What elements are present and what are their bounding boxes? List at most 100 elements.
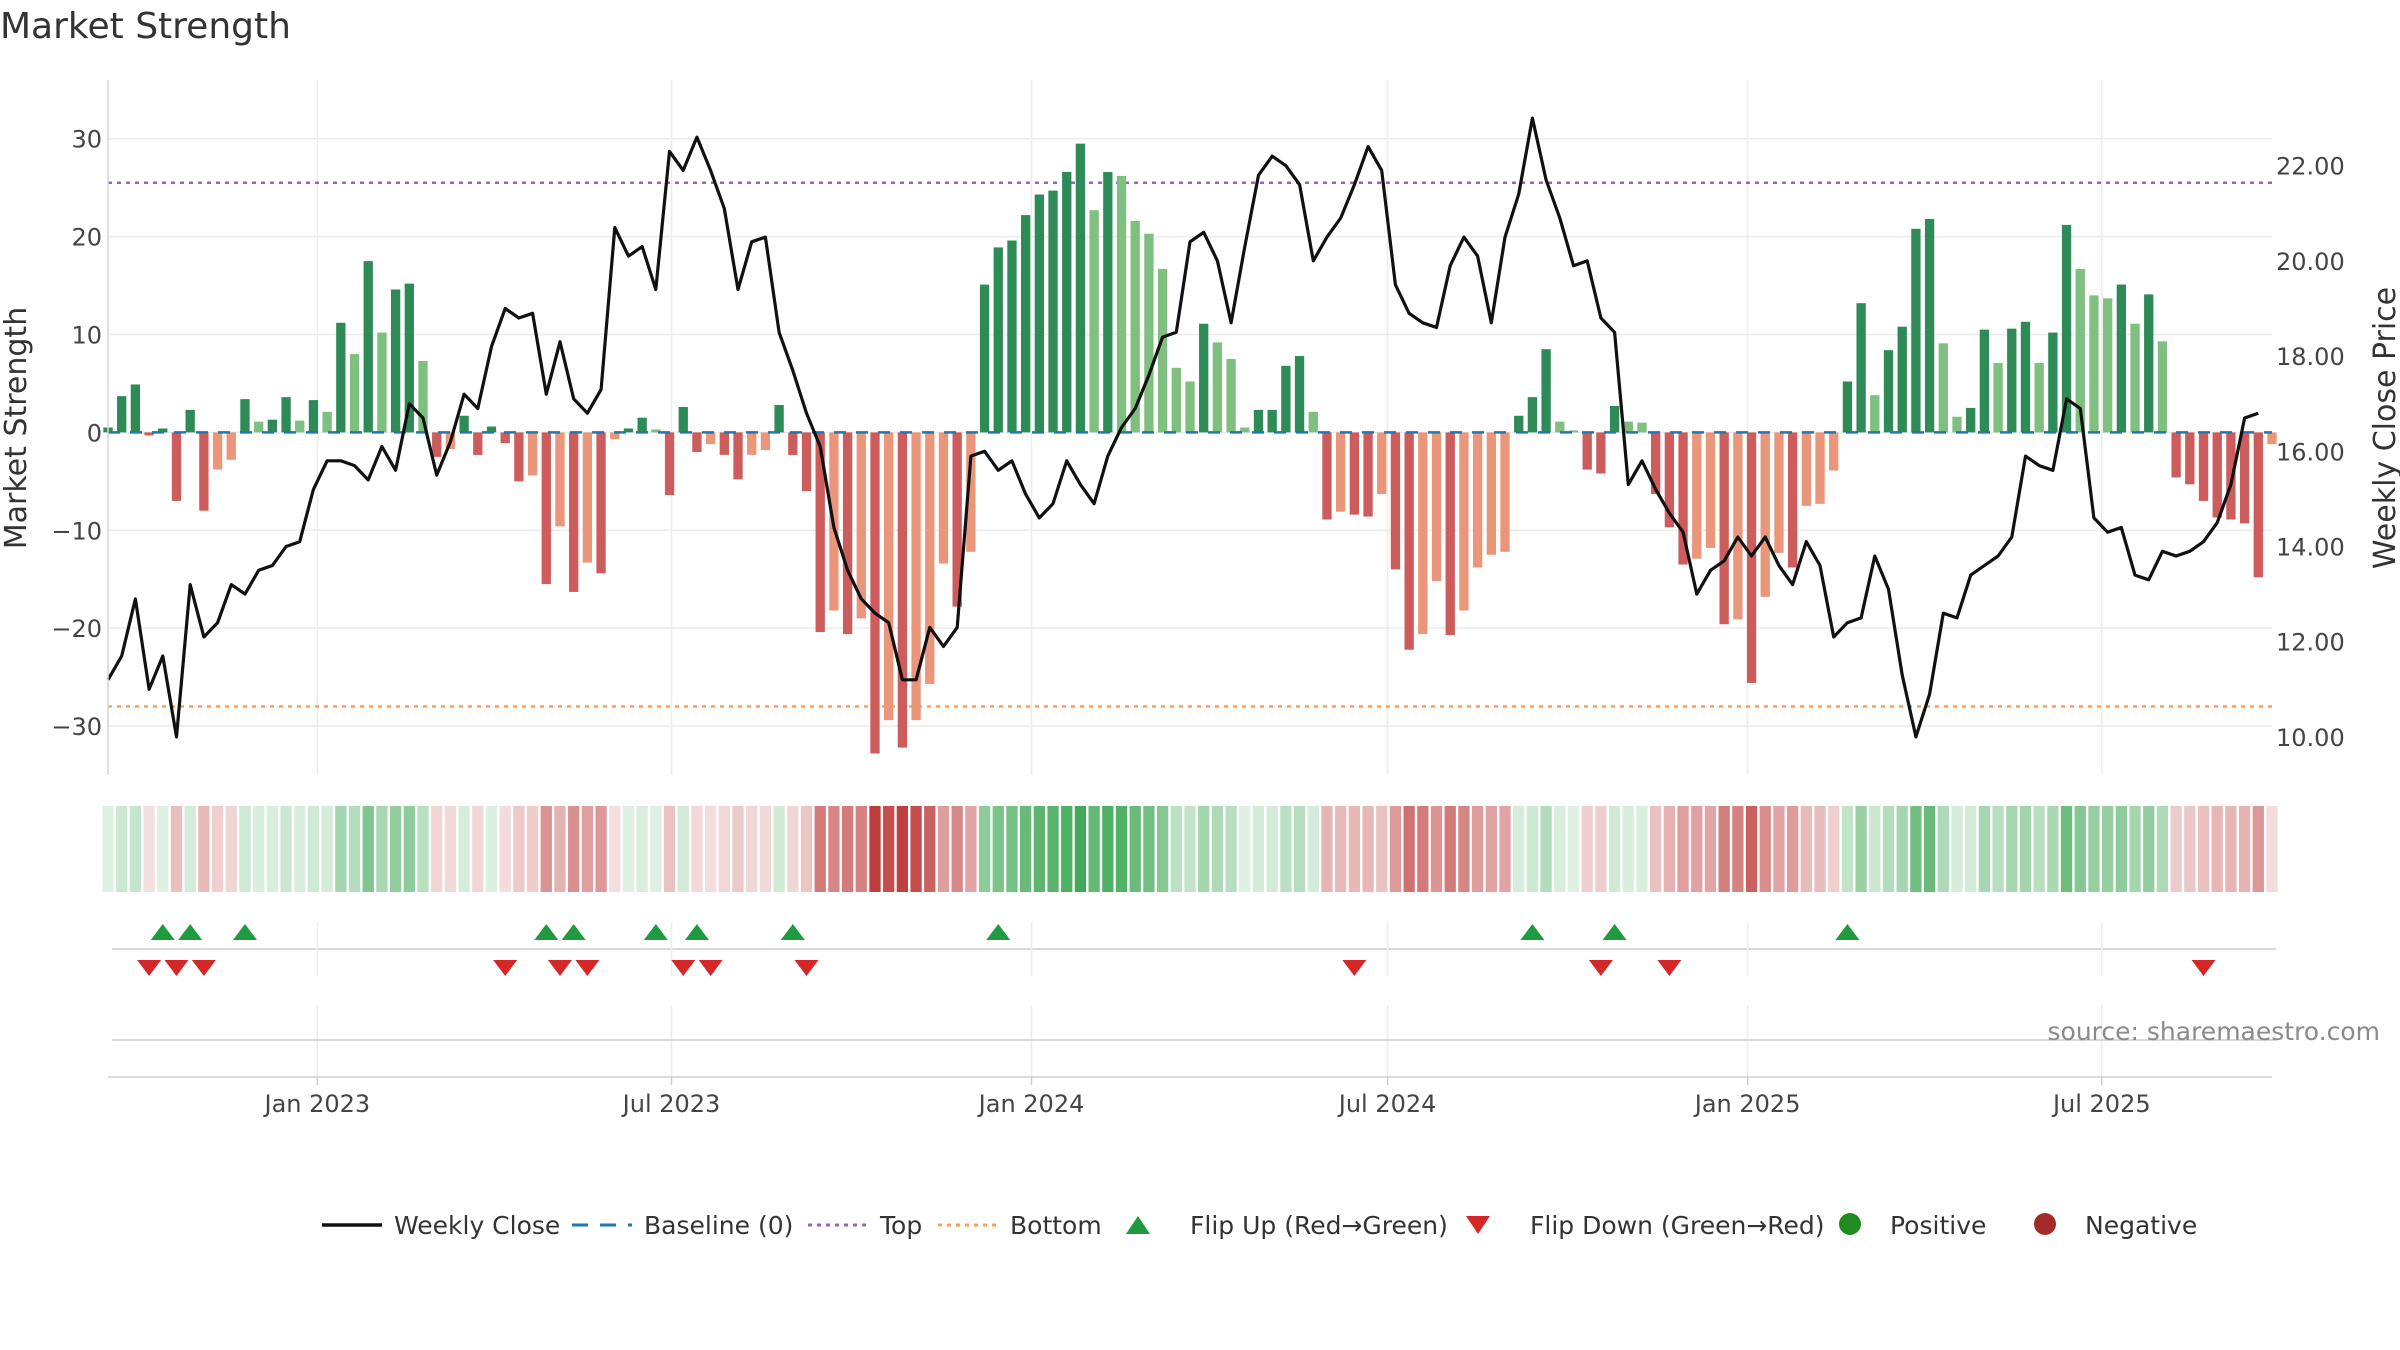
heat-cell xyxy=(1321,806,1333,892)
heat-cell xyxy=(1184,806,1196,892)
heat-cell xyxy=(855,806,867,892)
left-tick-label: −20 xyxy=(51,615,102,643)
strength-bar xyxy=(1322,432,1332,520)
legend-swatch-circle xyxy=(1839,1213,1861,1235)
strength-bar xyxy=(1130,220,1140,433)
strength-bar xyxy=(966,432,976,552)
strength-bar xyxy=(1637,422,1647,433)
strength-bar xyxy=(801,432,812,492)
heat-cell xyxy=(1348,806,1361,892)
legend-swatch-circle xyxy=(2034,1213,2056,1235)
weekly-close-polyline xyxy=(106,116,2259,739)
legend-label: Positive xyxy=(1890,1211,1986,1240)
strength-bar xyxy=(1349,432,1360,515)
strength-bar xyxy=(1363,432,1373,517)
heat-cell xyxy=(2006,806,2018,892)
heat-cell xyxy=(253,806,265,892)
strength-bar xyxy=(226,432,236,460)
heat-cell xyxy=(403,806,415,892)
heat-cell xyxy=(636,806,648,892)
heat-cell xyxy=(650,806,662,892)
heat-cell xyxy=(746,806,758,892)
strength-bar xyxy=(760,432,771,451)
flip-down-marker xyxy=(794,960,819,976)
right-tick-label: 20.00 xyxy=(2276,248,2345,276)
flip-down-marker xyxy=(2191,960,2216,976)
heat-cell xyxy=(1376,806,1388,892)
heat-cell xyxy=(691,806,703,892)
strength-bar xyxy=(2157,341,2168,433)
heat-cell xyxy=(965,806,977,892)
heat-cell xyxy=(1773,806,1785,892)
heat-cell xyxy=(2074,806,2086,892)
heat-cell xyxy=(1074,806,1087,892)
heat-cell xyxy=(951,806,963,892)
heat-cell xyxy=(1814,806,1826,892)
heat-cell xyxy=(1978,806,1991,892)
strength-bar xyxy=(952,432,962,607)
heat-cell xyxy=(595,806,607,892)
strength-bar xyxy=(815,432,825,633)
heat-cell xyxy=(431,806,443,892)
strength-bar xyxy=(884,432,894,721)
heat-cell xyxy=(663,806,676,892)
heat-cell xyxy=(2266,806,2278,892)
flip-down-marker xyxy=(137,960,162,976)
heat-cell xyxy=(1170,806,1182,892)
strength-bar xyxy=(2171,432,2181,478)
heat-cell xyxy=(526,806,539,892)
heat-cell xyxy=(2225,806,2237,892)
strength-bar xyxy=(486,426,497,433)
flip-up-marker xyxy=(1520,924,1545,940)
strength-bar xyxy=(2253,432,2263,578)
legend-label: Top xyxy=(879,1211,922,1240)
heat-cell xyxy=(239,806,251,892)
heat-cell xyxy=(170,806,183,892)
strength-bar xyxy=(1445,432,1455,636)
strength-bar xyxy=(500,432,510,444)
strength-bar xyxy=(459,415,469,433)
heat-cell xyxy=(1280,806,1292,892)
heat-cell xyxy=(1266,806,1278,892)
heat-cell xyxy=(800,806,813,892)
flip-down-marker xyxy=(575,960,600,976)
heat-cell xyxy=(1362,806,1374,892)
strength-bar xyxy=(651,429,661,433)
strength-bar xyxy=(1308,411,1318,433)
strength-bar xyxy=(1281,365,1291,433)
heat-cell xyxy=(759,806,772,892)
heat-cell xyxy=(1718,806,1730,892)
heat-cell xyxy=(1923,806,1936,892)
heat-cell xyxy=(828,806,840,892)
heat-cell xyxy=(1307,806,1319,892)
heat-cell xyxy=(2170,806,2182,892)
strength-bar xyxy=(527,432,538,476)
strength-bar xyxy=(1952,416,1962,433)
heat-cell xyxy=(1786,806,1799,892)
strength-bar xyxy=(2239,432,2250,524)
strength-bar xyxy=(377,332,387,433)
heat-cell xyxy=(937,806,950,892)
heat-cell xyxy=(1389,806,1402,892)
strength-bar xyxy=(1801,432,1811,506)
flip-up-marker xyxy=(643,924,668,940)
heat-cell xyxy=(568,806,580,892)
heat-cell xyxy=(1540,806,1552,892)
heat-cell xyxy=(581,806,594,892)
right-tick-label: 22.00 xyxy=(2276,153,2345,181)
heat-cell xyxy=(1855,806,1867,892)
strength-bar xyxy=(404,283,414,433)
strength-bars xyxy=(103,143,2277,754)
strength-bar xyxy=(747,432,757,455)
strength-bar xyxy=(610,432,620,440)
heat-cell xyxy=(335,806,347,892)
heat-cell xyxy=(1225,806,1237,892)
heat-cell xyxy=(1143,806,1155,892)
strength-bar xyxy=(678,406,688,433)
legend: Weekly Close Baseline (0) Top Bottom Flip Up… xyxy=(322,1211,2197,1240)
strength-bar xyxy=(2089,295,2099,433)
legend-label: Weekly Close xyxy=(394,1211,560,1240)
heat-cell xyxy=(1567,806,1580,892)
heat-cell xyxy=(910,806,922,892)
heat-cell xyxy=(1869,806,1881,892)
